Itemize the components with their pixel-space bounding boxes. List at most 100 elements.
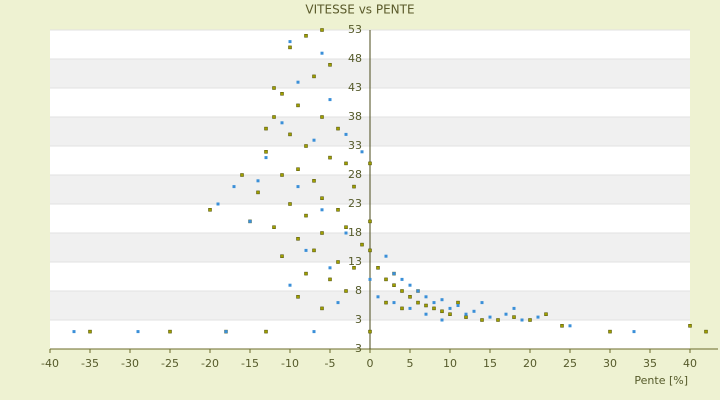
point [304,144,308,148]
y-tick-label: 33 [348,139,362,152]
point [280,254,284,258]
point [440,309,444,314]
point [392,272,396,276]
y-tick-label: 18 [348,226,362,239]
point [328,266,332,270]
x-tick-label: -35 [81,357,99,370]
y-tick-label: 43 [348,81,362,94]
point [360,242,364,247]
point [560,324,564,328]
point [344,132,348,136]
point [392,301,396,305]
point [264,329,268,334]
point [280,173,284,177]
point [440,318,444,322]
point [240,173,244,177]
point [360,150,364,154]
point [272,86,276,90]
x-tick-label: -15 [241,357,259,370]
point [168,329,172,334]
point [464,315,468,319]
point [400,289,404,293]
point [440,298,444,302]
point [248,219,252,223]
point [480,318,484,322]
x-tick-label: 20 [523,357,537,370]
chart-title: VITESSE vs PENTE [305,3,414,17]
point [384,277,388,282]
point [448,306,452,310]
point [264,150,268,154]
y-tick-label: 53 [348,23,362,36]
point [368,248,372,253]
point [320,306,324,311]
point [544,312,548,316]
point [488,315,492,319]
y-tick-label: 48 [348,52,362,65]
point [536,315,540,319]
point [208,208,212,212]
point [320,196,324,200]
point [344,161,348,166]
point [288,283,292,287]
point [392,283,396,287]
point [312,138,316,142]
point [336,126,340,131]
point [304,248,308,252]
y-tick-label: 28 [348,168,362,181]
point [384,300,388,305]
point [344,231,348,235]
point [416,289,420,293]
point [512,315,516,319]
point [88,329,92,334]
point [72,330,76,334]
point [496,318,500,322]
point [296,103,300,108]
point [408,295,412,299]
point [264,126,268,131]
point [376,266,380,270]
point [312,248,316,253]
x-tick-label: 5 [407,357,414,370]
point [376,295,380,299]
point [264,156,268,160]
point [400,306,404,311]
x-tick-label: 30 [603,357,617,370]
point [280,92,284,96]
point [504,312,508,316]
point [312,74,316,79]
point [328,277,332,282]
y-tick-label: 38 [348,110,362,123]
point [336,208,340,212]
point [304,271,308,276]
point [704,329,708,334]
point [424,312,428,316]
point [472,309,476,313]
point [480,301,484,305]
x-tick-label: -30 [121,357,139,370]
point [456,304,460,307]
point [296,80,300,84]
point [520,318,524,322]
point [288,202,292,206]
y-tick-label: 3 [355,313,362,326]
point [368,161,372,166]
point [632,330,636,334]
point [336,301,340,305]
point [400,277,404,281]
x-axis-label: Pente [%] [634,374,688,387]
point [296,295,300,299]
y-tick-label: 23 [348,197,362,210]
point [320,115,324,119]
point [256,179,260,183]
point [344,289,348,293]
point [368,329,372,334]
point [352,266,356,270]
point [448,312,452,316]
point [408,306,412,310]
x-tick-label: -25 [161,357,179,370]
point [416,300,420,305]
point [384,254,388,258]
point [528,318,532,322]
